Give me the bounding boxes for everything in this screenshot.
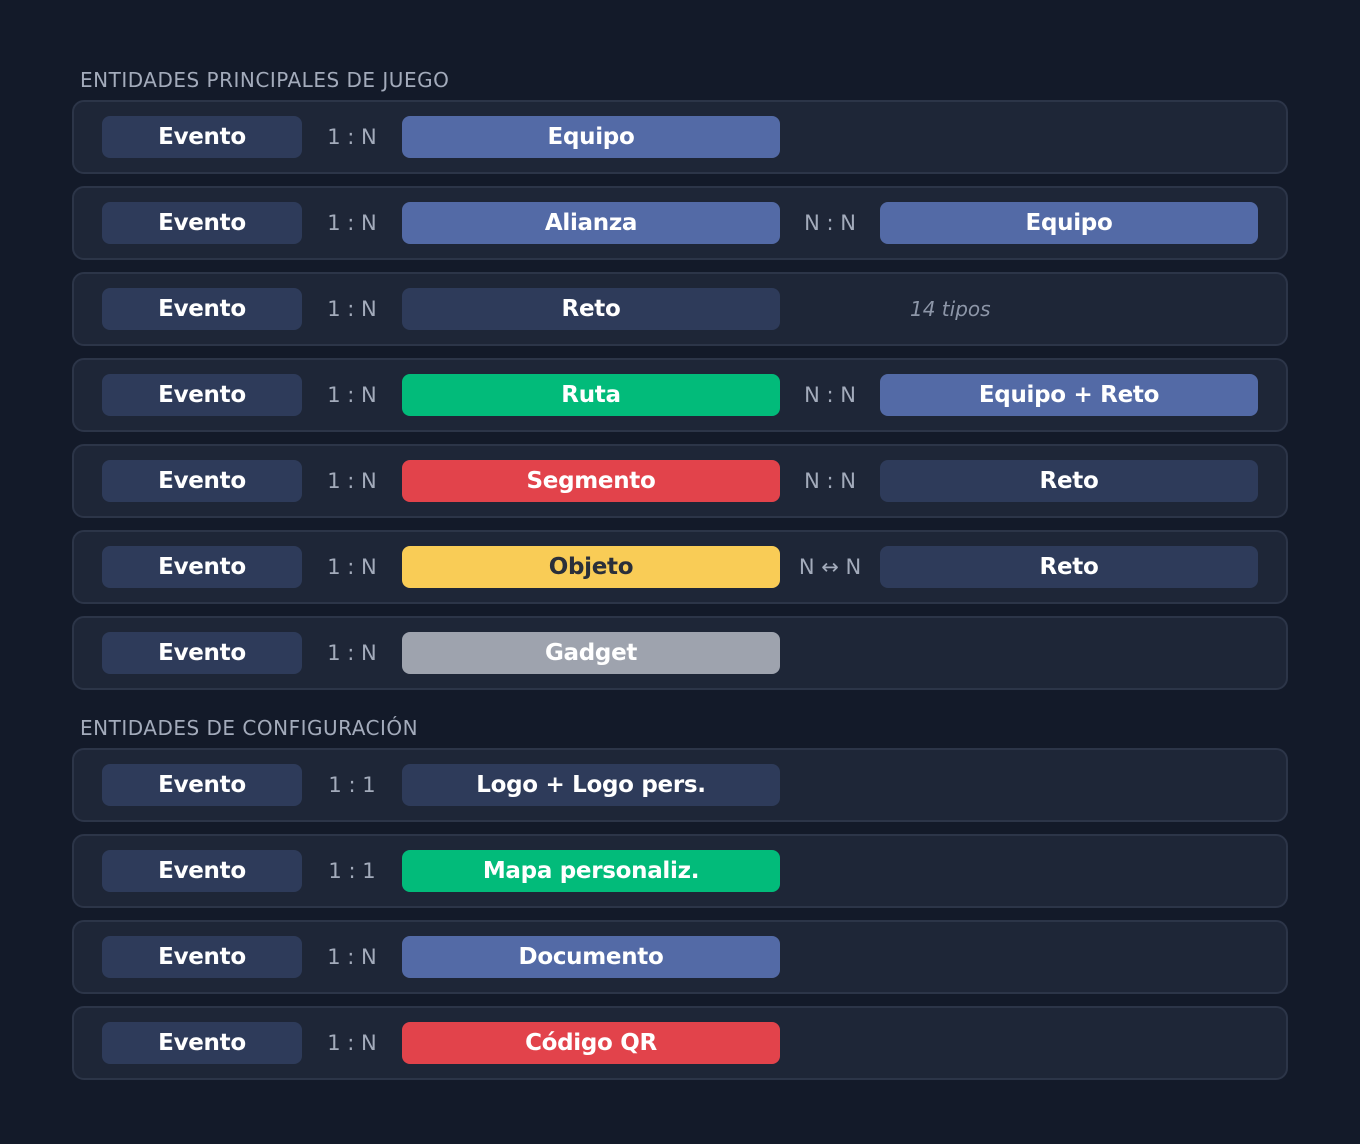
relation-row: Evento 1 : N Equipo (72, 100, 1288, 174)
target-entity-box: Objeto (402, 546, 780, 588)
relation-cardinality: 1 : N (327, 383, 377, 407)
relation-row: Evento 1 : N Documento (72, 920, 1288, 994)
section-title-config: ENTIDADES DE CONFIGURACIÓN (80, 716, 419, 740)
source-entity-box: Evento (102, 632, 302, 674)
secondary-entity-box: Equipo (880, 202, 1258, 244)
target-entity-box: Documento (402, 936, 780, 978)
target-entity-box: Alianza (402, 202, 780, 244)
source-entity-box: Evento (102, 764, 302, 806)
relation-row: Evento 1 : 1 Logo + Logo pers. (72, 748, 1288, 822)
target-entity-box: Reto (402, 288, 780, 330)
relation-row: Evento 1 : N Gadget (72, 616, 1288, 690)
secondary-entity-box: Reto (880, 546, 1258, 588)
relation-cardinality: 1 : 1 (328, 773, 376, 797)
target-entity-box: Mapa personaliz. (402, 850, 780, 892)
relation-row: Evento 1 : N Código QR (72, 1006, 1288, 1080)
target-entity-box: Código QR (402, 1022, 780, 1064)
target-entity-box: Equipo (402, 116, 780, 158)
relation-cardinality: 1 : N (327, 555, 377, 579)
relation-cardinality: 1 : N (327, 641, 377, 665)
section-title-main: ENTIDADES PRINCIPALES DE JUEGO (80, 68, 450, 92)
relation-cardinality: 1 : 1 (328, 859, 376, 883)
target-entity-box: Gadget (402, 632, 780, 674)
target-entity-box: Ruta (402, 374, 780, 416)
source-entity-box: Evento (102, 202, 302, 244)
secondary-cardinality: N : N (804, 469, 856, 493)
source-entity-box: Evento (102, 1022, 302, 1064)
secondary-entity-box: Reto (880, 460, 1258, 502)
relation-cardinality: 1 : N (327, 211, 377, 235)
relation-cardinality: 1 : N (327, 1031, 377, 1055)
source-entity-box: Evento (102, 116, 302, 158)
relation-cardinality: 1 : N (327, 945, 377, 969)
secondary-cardinality: N ↔ N (798, 555, 862, 579)
source-entity-box: Evento (102, 850, 302, 892)
relation-row: Evento 1 : 1 Mapa personaliz. (72, 834, 1288, 908)
secondary-cardinality: N : N (804, 383, 856, 407)
relation-row: Evento 1 : N Objeto N ↔ N Reto (72, 530, 1288, 604)
relation-cardinality: 1 : N (327, 125, 377, 149)
target-entity-box: Logo + Logo pers. (402, 764, 780, 806)
relation-cardinality: 1 : N (327, 469, 377, 493)
secondary-entity-box: Equipo + Reto (880, 374, 1258, 416)
relation-cardinality: 1 : N (327, 297, 377, 321)
source-entity-box: Evento (102, 546, 302, 588)
relation-row: Evento 1 : N Reto 14 tipos (72, 272, 1288, 346)
relation-row: Evento 1 : N Alianza N : N Equipo (72, 186, 1288, 260)
relation-row: Evento 1 : N Segmento N : N Reto (72, 444, 1288, 518)
relation-row: Evento 1 : N Ruta N : N Equipo + Reto (72, 358, 1288, 432)
secondary-cardinality: N : N (804, 211, 856, 235)
source-entity-box: Evento (102, 460, 302, 502)
target-entity-box: Segmento (402, 460, 780, 502)
source-entity-box: Evento (102, 374, 302, 416)
source-entity-box: Evento (102, 936, 302, 978)
entity-note: 14 tipos (910, 297, 991, 321)
source-entity-box: Evento (102, 288, 302, 330)
